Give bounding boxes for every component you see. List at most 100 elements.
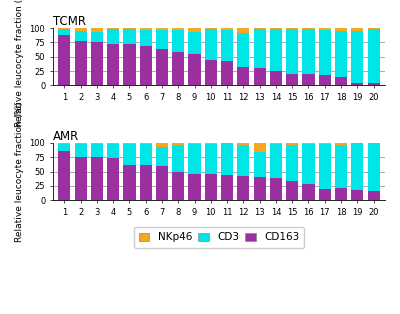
Bar [156, 30, 168, 49]
Bar [286, 74, 298, 85]
Bar [107, 28, 119, 29]
Bar [221, 30, 233, 61]
Bar [270, 29, 282, 71]
Bar [91, 144, 103, 157]
Bar [302, 143, 315, 144]
Bar [91, 28, 103, 32]
Bar [91, 32, 103, 42]
Bar [351, 31, 364, 83]
Bar [140, 144, 152, 165]
Bar [351, 83, 364, 85]
Bar [123, 29, 136, 44]
Bar [58, 29, 70, 35]
Bar [302, 144, 315, 184]
Bar [172, 171, 184, 200]
Bar [123, 143, 136, 144]
Bar [368, 191, 380, 200]
Bar [319, 28, 331, 30]
Bar [188, 54, 201, 85]
Bar [319, 189, 331, 200]
Bar [335, 31, 347, 77]
Bar [107, 144, 119, 158]
Bar [188, 144, 201, 174]
Bar [140, 28, 152, 30]
Bar [74, 28, 87, 31]
Bar [319, 143, 331, 144]
Bar [156, 147, 168, 166]
Bar [123, 44, 136, 85]
Bar [156, 143, 168, 147]
Bar [188, 143, 201, 144]
Bar [172, 144, 184, 171]
Text: TCMR: TCMR [53, 15, 86, 28]
Bar [237, 28, 250, 33]
Bar [368, 143, 380, 191]
Bar [140, 165, 152, 200]
Bar [156, 28, 168, 30]
Bar [335, 187, 347, 200]
Bar [205, 174, 217, 200]
Bar [302, 74, 315, 85]
Bar [58, 144, 70, 151]
Bar [368, 29, 380, 83]
Legend: NKp46, CD3, CD163: NKp46, CD3, CD163 [134, 227, 304, 248]
Bar [58, 151, 70, 200]
Bar [58, 28, 70, 29]
Bar [270, 144, 282, 178]
Bar [58, 35, 70, 85]
Bar [335, 145, 347, 187]
Bar [254, 177, 266, 200]
Bar [270, 143, 282, 144]
Bar [74, 144, 87, 157]
Bar [254, 29, 266, 68]
Bar [188, 28, 201, 32]
Bar [286, 28, 298, 29]
Bar [123, 28, 136, 29]
Text: AMR: AMR [53, 130, 79, 143]
Bar [368, 83, 380, 85]
Bar [335, 77, 347, 85]
Bar [74, 157, 87, 200]
Bar [91, 42, 103, 85]
Bar [270, 71, 282, 85]
Bar [205, 144, 217, 174]
Bar [74, 41, 87, 85]
Bar [123, 144, 136, 165]
Bar [254, 143, 266, 152]
Bar [237, 143, 250, 144]
Bar [156, 166, 168, 200]
Bar [286, 181, 298, 200]
Bar [58, 143, 70, 144]
Bar [270, 178, 282, 200]
Bar [205, 29, 217, 60]
Bar [335, 28, 347, 31]
Bar [302, 184, 315, 200]
Bar [351, 143, 364, 191]
Bar [319, 144, 331, 189]
Bar [368, 28, 380, 29]
Bar [237, 144, 250, 176]
Bar [351, 28, 364, 31]
Bar [221, 28, 233, 30]
Bar [335, 143, 347, 145]
Bar [319, 75, 331, 85]
Y-axis label: Relative leucocyte fraction (%): Relative leucocyte fraction (%) [15, 101, 24, 242]
Bar [237, 33, 250, 67]
Bar [156, 49, 168, 85]
Bar [221, 143, 233, 175]
Bar [107, 158, 119, 200]
Bar [205, 143, 217, 144]
Bar [205, 28, 217, 29]
Bar [140, 143, 152, 144]
Bar [107, 143, 119, 144]
Bar [172, 28, 184, 30]
Bar [286, 29, 298, 74]
Bar [123, 165, 136, 200]
Bar [188, 174, 201, 200]
Bar [188, 32, 201, 54]
Bar [140, 30, 152, 46]
Bar [351, 191, 364, 200]
Bar [221, 175, 233, 200]
Bar [221, 61, 233, 85]
Bar [172, 143, 184, 144]
